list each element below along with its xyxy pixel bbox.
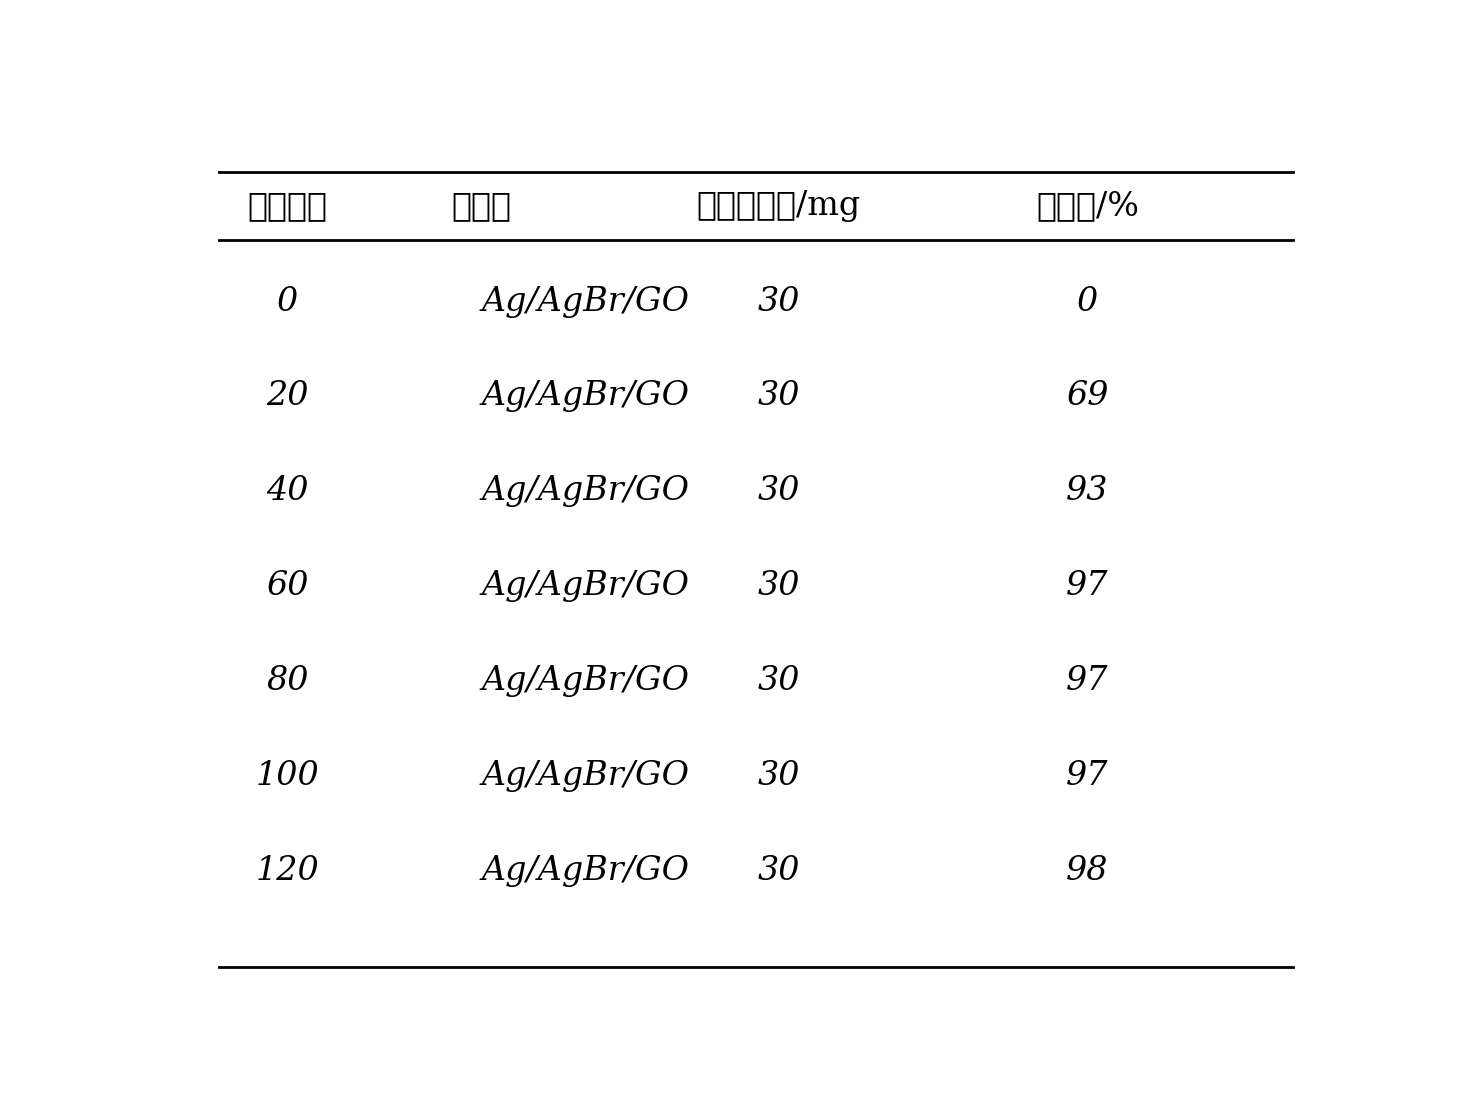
- Text: 0: 0: [277, 285, 298, 317]
- Text: Ag/AgBr/GO: Ag/AgBr/GO: [482, 665, 690, 697]
- Text: 120: 120: [255, 855, 319, 887]
- Text: Ag/AgBr/GO: Ag/AgBr/GO: [482, 285, 690, 317]
- Text: 30: 30: [758, 285, 799, 317]
- Text: 97: 97: [1066, 665, 1109, 697]
- Text: 97: 97: [1066, 571, 1109, 603]
- Text: 催化剤: 催化剤: [451, 190, 512, 222]
- Text: Ag/AgBr/GO: Ag/AgBr/GO: [482, 381, 690, 413]
- Text: 催化剤用量/mg: 催化剤用量/mg: [696, 190, 861, 222]
- Text: Ag/AgBr/GO: Ag/AgBr/GO: [482, 571, 690, 603]
- Text: 98: 98: [1066, 855, 1109, 887]
- Text: 0: 0: [1077, 285, 1097, 317]
- Text: 30: 30: [758, 665, 799, 697]
- Text: Ag/AgBr/GO: Ag/AgBr/GO: [482, 475, 690, 507]
- Text: 光照时间: 光照时间: [248, 190, 327, 222]
- Text: 80: 80: [266, 665, 308, 697]
- Text: 20: 20: [266, 381, 308, 413]
- Text: 100: 100: [255, 760, 319, 791]
- Text: Ag/AgBr/GO: Ag/AgBr/GO: [482, 760, 690, 791]
- Text: 降解率/%: 降解率/%: [1035, 190, 1139, 222]
- Text: 93: 93: [1066, 475, 1109, 507]
- Text: 30: 30: [758, 381, 799, 413]
- Text: 30: 30: [758, 855, 799, 887]
- Text: 69: 69: [1066, 381, 1109, 413]
- Text: Ag/AgBr/GO: Ag/AgBr/GO: [482, 855, 690, 887]
- Text: 40: 40: [266, 475, 308, 507]
- Text: 30: 30: [758, 571, 799, 603]
- Text: 60: 60: [266, 571, 308, 603]
- Text: 97: 97: [1066, 760, 1109, 791]
- Text: 30: 30: [758, 760, 799, 791]
- Text: 30: 30: [758, 475, 799, 507]
